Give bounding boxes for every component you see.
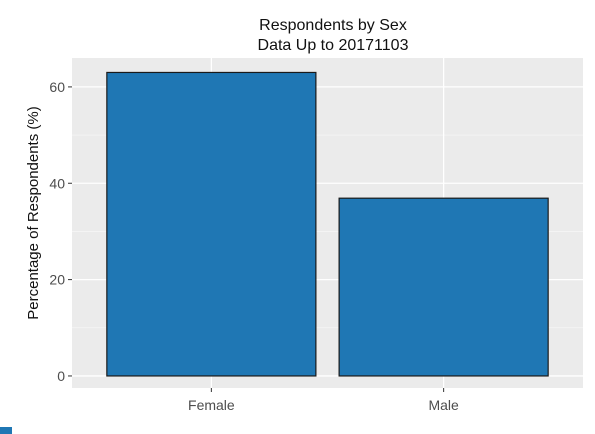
- bar-female: [106, 71, 317, 377]
- y-tick-label: 0: [57, 368, 65, 384]
- corner-accent-mark: [0, 427, 12, 434]
- chart-subtitle: Data Up to 20171103: [258, 37, 409, 54]
- x-axis: Female Male: [188, 388, 459, 413]
- x-tick-label: Female: [188, 397, 235, 413]
- y-axis-title: Percentage of Respondents (%): [25, 106, 42, 319]
- bar-male: [338, 197, 549, 377]
- y-tick-label: 60: [49, 79, 65, 95]
- y-tick-label: 40: [49, 175, 65, 191]
- bars: [106, 71, 549, 377]
- x-tick-label: Male: [428, 397, 459, 413]
- y-axis: 0 20 40 60: [49, 79, 72, 384]
- y-tick-label: 20: [49, 272, 65, 288]
- chart-title: Respondents by Sex: [259, 17, 407, 34]
